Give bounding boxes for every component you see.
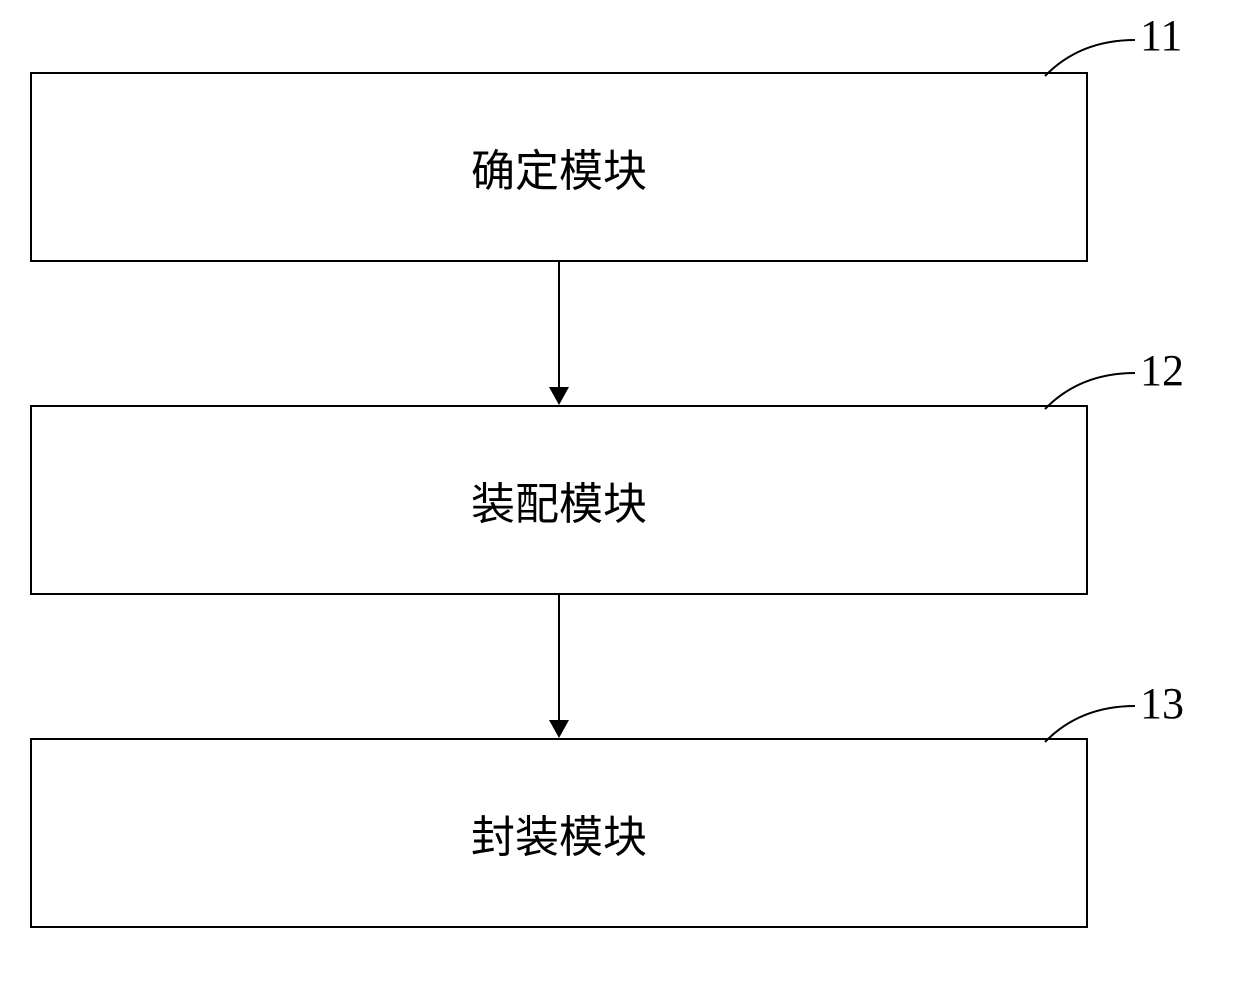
arrow-1-2-line	[558, 262, 560, 387]
label-connector-11	[1040, 38, 1140, 88]
flowchart-node-2: 装配模块	[30, 405, 1088, 595]
flowchart-node-3: 封装模块	[30, 738, 1088, 928]
arrow-2-3-head	[549, 720, 569, 738]
label-connector-13	[1040, 704, 1140, 754]
node-1-ref: 11	[1140, 10, 1182, 61]
label-connector-12	[1040, 371, 1140, 421]
node-1-label: 确定模块	[471, 135, 647, 199]
node-3-label: 封装模块	[471, 801, 647, 865]
arrow-2-3-line	[558, 595, 560, 720]
flowchart-node-1: 确定模块	[30, 72, 1088, 262]
flowchart-diagram: 确定模块 11 装配模块 12 封装模块 13	[0, 0, 1240, 1002]
node-2-label: 装配模块	[471, 468, 647, 532]
node-3-ref: 13	[1140, 678, 1184, 729]
node-2-ref: 12	[1140, 345, 1184, 396]
arrow-1-2-head	[549, 387, 569, 405]
